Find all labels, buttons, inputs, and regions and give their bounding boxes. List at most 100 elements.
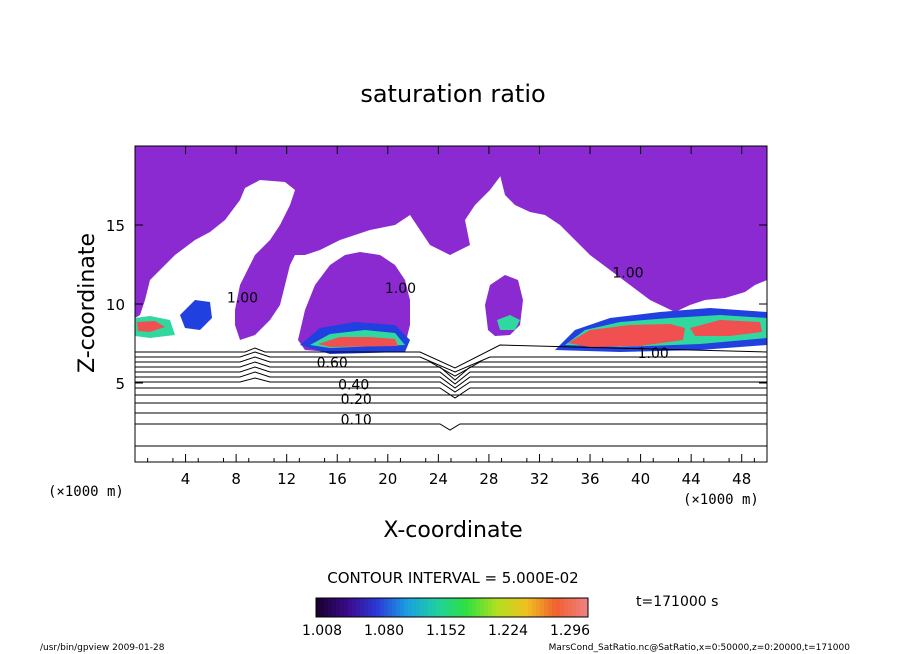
plot-area [134, 145, 768, 463]
colorbar-cell [536, 598, 541, 617]
y-tick-label: 15 [106, 217, 125, 235]
colorbar-cell [444, 598, 449, 617]
colorbar-cell [416, 598, 421, 617]
colorbar-cell [428, 598, 433, 617]
colorbar-cell [512, 598, 517, 617]
colorbar-cell [564, 598, 569, 617]
x-tick-label: 32 [530, 470, 549, 488]
saturation-band-small-left [180, 300, 212, 330]
saturation-region-left [135, 146, 505, 340]
x-tick-label: 24 [429, 470, 448, 488]
colorbar-cell [384, 598, 389, 617]
x-tick-label: 8 [231, 470, 241, 488]
colorbar-cell [360, 598, 365, 617]
colorbar-cell [528, 598, 533, 617]
colorbar-cell [540, 598, 545, 617]
colorbar-cell [520, 598, 525, 617]
colorbar [315, 597, 589, 618]
colorbar-cell [436, 598, 441, 617]
colorbar-cell [388, 598, 393, 617]
saturation-band-left-peak [137, 321, 165, 332]
colorbar-cell [452, 598, 457, 617]
colorbar-cell [352, 598, 357, 617]
colorbar-cell [460, 598, 465, 617]
colorbar-cell [508, 598, 513, 617]
contour-label: 1.00 [385, 281, 416, 297]
contour-label: 1.00 [638, 346, 669, 362]
colorbar-cell [488, 598, 493, 617]
colorbar-cell [476, 598, 481, 617]
colorbar-cell [408, 598, 413, 617]
colorbar-cell [516, 598, 521, 617]
colorbar-cell [572, 598, 577, 617]
colorbar-cell [504, 598, 509, 617]
x-tick-label: 16 [328, 470, 347, 488]
contour-labels: 0.10 0.200.40 0.60 1.00 1.00 1.00 1.00 [227, 265, 669, 428]
colorbar-cell [400, 598, 405, 617]
saturation-band-right-peak [568, 324, 685, 347]
colorbar-cell [372, 598, 377, 617]
contour-label: 0.40 [338, 378, 369, 394]
colorbar-cell [500, 598, 505, 617]
y-tick-label: 10 [106, 296, 125, 314]
colorbar-cell [464, 598, 469, 617]
x-tick-label: 12 [277, 470, 296, 488]
colorbar-ticks: 1.008 1.080 1.152 1.224 1.296 [302, 623, 590, 639]
colorbar-cell [556, 598, 561, 617]
x-axis: 4 8 12 16 20 24 28 32 36 40 44 48 [147, 146, 755, 488]
colorbar-tick-label: 1.224 [488, 623, 528, 639]
colorbar-cell [584, 598, 589, 617]
colorbar-cell [396, 598, 401, 617]
colorbar-cell [364, 598, 369, 617]
colorbar-frame [315, 597, 589, 618]
x-tick-label: 20 [378, 470, 397, 488]
chart-title: saturation ratio [360, 80, 545, 108]
colorbar-cell [412, 598, 417, 617]
colorbar-tick-label: 1.296 [550, 623, 590, 639]
colorbar-cell [368, 598, 373, 617]
colorbar-cell [332, 598, 337, 617]
contour-label: 0.10 [341, 412, 372, 428]
colorbar-cell [468, 598, 473, 617]
y-tick-label: 5 [115, 375, 125, 393]
colorbar-cell [340, 598, 345, 617]
colorbar-cell [552, 598, 557, 617]
time-label: t=171000 s [636, 594, 718, 610]
colorbar-cell [336, 598, 341, 617]
colorbar-cell [392, 598, 397, 617]
contour-label: 0.60 [317, 355, 348, 371]
colorbar-cell [380, 598, 385, 617]
contour-label: 1.00 [227, 291, 258, 307]
colorbar-cell [440, 598, 445, 617]
colorbar-cell [356, 598, 361, 617]
colorbar-cell [492, 598, 497, 617]
colorbar-cell [448, 598, 453, 617]
colorbar-cell [376, 598, 381, 617]
y-axis: 5 10 15 [106, 217, 767, 393]
colorbar-cell [404, 598, 409, 617]
colorbar-cell [576, 598, 581, 617]
saturation-band-small-mid [497, 315, 520, 330]
colorbar-cell [568, 598, 573, 617]
colorbar-cell [580, 598, 585, 617]
colorbar-tick-label: 1.152 [426, 623, 466, 639]
colorbar-cell [484, 598, 489, 617]
footer-right: MarsCond_SatRatio.nc@SatRatio,x=0:50000,… [549, 643, 851, 653]
x-tick-label: 40 [631, 470, 650, 488]
y-axis-label: Z-coordinate [75, 233, 100, 373]
x-tick-label: 44 [682, 470, 701, 488]
colorbar-cell [432, 598, 437, 617]
colorbar-cell [320, 598, 325, 617]
colorbar-cell [560, 598, 565, 617]
colorbar-cell [328, 598, 333, 617]
contour-lines [135, 344, 768, 447]
colorbar-cell [544, 598, 549, 617]
x-tick-label: 48 [732, 470, 751, 488]
colorbar-cell [524, 598, 529, 617]
footer-left: /usr/bin/gpview 2009-01-28 [40, 643, 165, 653]
colorbar-cell [480, 598, 485, 617]
contour-label: 0.20 [341, 392, 372, 408]
colorbar-cell [456, 598, 461, 617]
colorbar-cell [496, 598, 501, 617]
x-tick-label: 4 [181, 470, 191, 488]
